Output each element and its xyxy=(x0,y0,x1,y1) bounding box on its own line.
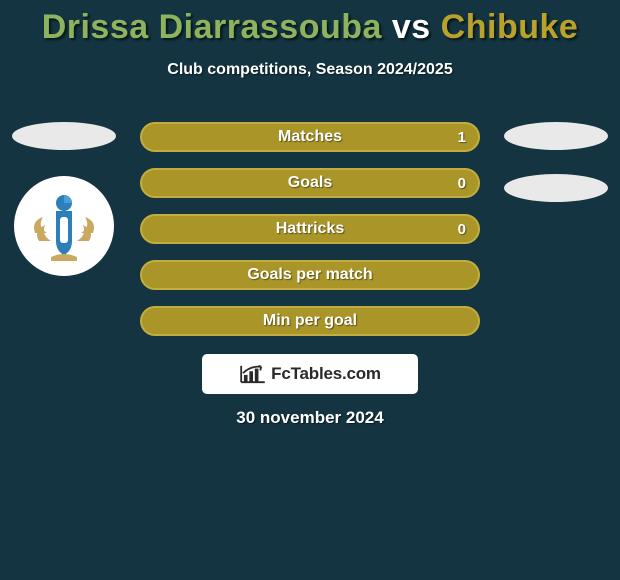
stat-bars: Matches 1 Goals 0 Hattricks 0 Goals per … xyxy=(140,122,480,352)
left-column xyxy=(8,122,120,276)
bar-label: Min per goal xyxy=(142,308,478,334)
date-text: 30 november 2024 xyxy=(0,408,620,428)
right-column xyxy=(500,122,612,202)
title-vs: vs xyxy=(392,8,431,46)
bar-label: Goals per match xyxy=(142,262,478,288)
subtitle: Club competitions, Season 2024/2025 xyxy=(0,61,620,79)
page-title: Drissa Diarrassouba vs Chibuke xyxy=(0,0,620,47)
bar-value: 0 xyxy=(458,170,466,196)
bar-goals-per-match: Goals per match xyxy=(140,260,480,290)
bar-label: Matches xyxy=(142,124,478,150)
bar-label: Goals xyxy=(142,170,478,196)
player2-flag-oval xyxy=(504,122,608,150)
bar-hattricks: Hattricks 0 xyxy=(140,214,480,244)
bar-value: 1 xyxy=(458,124,466,150)
player1-flag-oval xyxy=(12,122,116,150)
bar-goals: Goals 0 xyxy=(140,168,480,198)
bar-min-per-goal: Min per goal xyxy=(140,306,480,336)
club-crest-icon xyxy=(29,191,99,261)
player2-club-oval xyxy=(504,174,608,202)
player1-club-badge xyxy=(14,176,114,276)
chart-icon xyxy=(239,364,267,384)
brand-box: FcTables.com xyxy=(202,354,418,394)
title-player2: Chibuke xyxy=(441,8,579,46)
bar-matches: Matches 1 xyxy=(140,122,480,152)
bar-label: Hattricks xyxy=(142,216,478,242)
title-player1: Drissa Diarrassouba xyxy=(42,8,382,46)
brand-text: FcTables.com xyxy=(271,364,381,384)
bar-value: 0 xyxy=(458,216,466,242)
